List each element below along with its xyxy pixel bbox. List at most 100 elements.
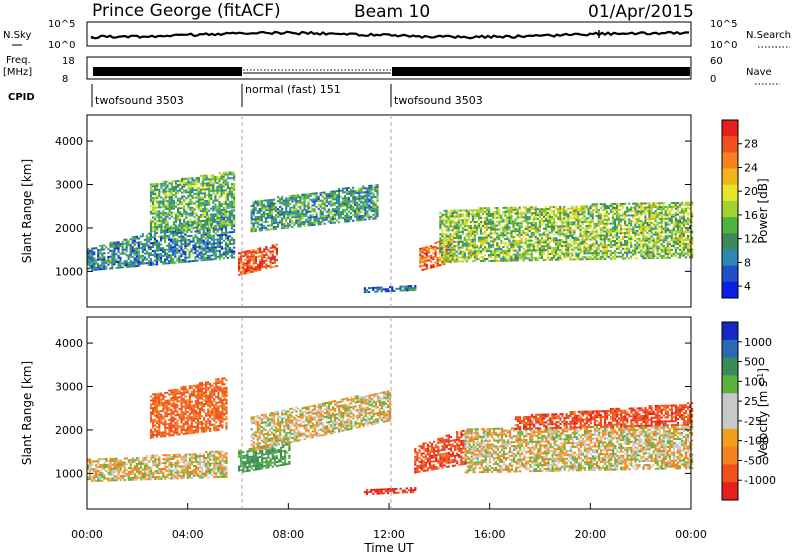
power-echo-cell (510, 257, 513, 260)
power-echo-cell (214, 205, 217, 208)
power-echo-cell (473, 250, 476, 253)
power-echo-cell (370, 186, 373, 189)
power-echo-cell (597, 213, 600, 215)
power-echo-cell (374, 209, 377, 212)
power-echo-cell (516, 259, 519, 262)
power-echo-cell (329, 192, 332, 195)
power-echo-cell (293, 198, 296, 201)
power-echo-cell (206, 188, 209, 191)
power-echo-cell (583, 238, 586, 241)
power-echo-cell (508, 257, 511, 260)
power-echo-cell (191, 183, 194, 186)
power-echo-cell (475, 254, 479, 257)
power-echo-cell (283, 203, 286, 206)
power-echo-cell (168, 198, 171, 201)
power-echo-cell (506, 249, 509, 252)
power-echo-cell (141, 254, 144, 257)
power-echo-cell (368, 186, 371, 189)
power-echo-cell (559, 205, 562, 208)
power-echo-cell (242, 263, 245, 265)
power-echo-cell (482, 258, 485, 260)
power-echo-cell (640, 241, 643, 244)
power-echo-cell (492, 246, 495, 249)
power-echo-cell (613, 224, 617, 227)
power-echo-cell (216, 176, 219, 178)
power-echo-cell (242, 268, 245, 271)
power-echo-cell (605, 207, 608, 209)
power-echo-cell (634, 249, 637, 252)
power-echo-cell (648, 216, 651, 219)
power-echo-cell (482, 248, 485, 251)
power-echo-cell (471, 213, 474, 216)
power-echo-cell (475, 244, 479, 247)
power-echo-cell (613, 228, 617, 231)
power-echo-cell (346, 218, 349, 221)
power-echo-cell (451, 227, 454, 230)
power-echo-cell (174, 248, 177, 250)
power-echo-cell (622, 238, 625, 240)
power-echo-cell (168, 256, 171, 259)
power-echo-cell (162, 218, 165, 220)
power-echo-cell (199, 216, 202, 218)
noise-right-tick-top: 10^5 (710, 19, 737, 30)
power-echo-cell (642, 210, 645, 213)
power-echo-cell (461, 256, 464, 259)
power-echo-cell (520, 216, 523, 219)
power-echo-cell (206, 200, 209, 202)
power-echo-cell (220, 228, 223, 231)
power-echo-cell (154, 198, 157, 201)
power-echo-cell (634, 247, 637, 250)
power-echo-cell (135, 263, 138, 266)
power-echo-cell (617, 255, 621, 258)
power-echo-cell (174, 226, 177, 229)
power-echo-cell (360, 199, 363, 202)
power-echo-cell (208, 188, 211, 191)
power-echo-cell (233, 238, 236, 241)
power-echo-cell (644, 241, 647, 244)
power-echo-cell (154, 193, 157, 195)
power-echo-cell (640, 220, 643, 223)
power-echo-cell (642, 243, 645, 246)
power-echo-cell (434, 261, 437, 264)
power-echo-cell (151, 246, 155, 248)
power-echo-cell (281, 227, 284, 230)
power-echo-cell (508, 206, 511, 209)
power-echo-cell (233, 246, 236, 249)
power-echo-cell (228, 171, 231, 174)
power-echo-cell (551, 215, 554, 218)
power-echo-cell (168, 190, 171, 193)
power-echo-cell (117, 243, 120, 246)
power-echo-cell (536, 249, 539, 252)
power-echo-cell (212, 228, 215, 231)
power-echo-cell (528, 237, 531, 240)
power-echo-cell (212, 189, 215, 192)
power-echo-cell (603, 234, 606, 237)
power-echo-cell (170, 199, 173, 202)
power-echo-cell (482, 260, 485, 262)
power-echo-cell (449, 244, 452, 247)
power-echo-cell (427, 245, 431, 248)
power-echo-cell (630, 224, 633, 227)
power-echo-cell (553, 211, 556, 214)
power-echo-cell (214, 207, 217, 210)
power-echo-cell (141, 245, 144, 247)
power-echo-cell (648, 208, 651, 211)
power-echo-cell (195, 181, 198, 183)
power-echo-cell (611, 203, 614, 205)
power-echo-cell (526, 239, 529, 242)
power-echo-cell (210, 194, 213, 196)
power-echo-cell (486, 228, 489, 231)
power-echo-cell (419, 247, 422, 250)
power-echo-cell (315, 192, 318, 195)
power-echo-cell (220, 218, 223, 221)
power-echo-cell (366, 198, 369, 201)
power-echo-cell (479, 250, 483, 253)
power-echo-cell (189, 212, 192, 215)
power-echo-cell (542, 251, 545, 254)
power-echo-cell (160, 227, 163, 230)
power-echo-cell (508, 247, 511, 250)
power-echo-cell (337, 190, 341, 192)
power-echo-cell (484, 236, 487, 239)
power-echo-cell (457, 219, 460, 222)
power-echo-cell (195, 196, 198, 199)
